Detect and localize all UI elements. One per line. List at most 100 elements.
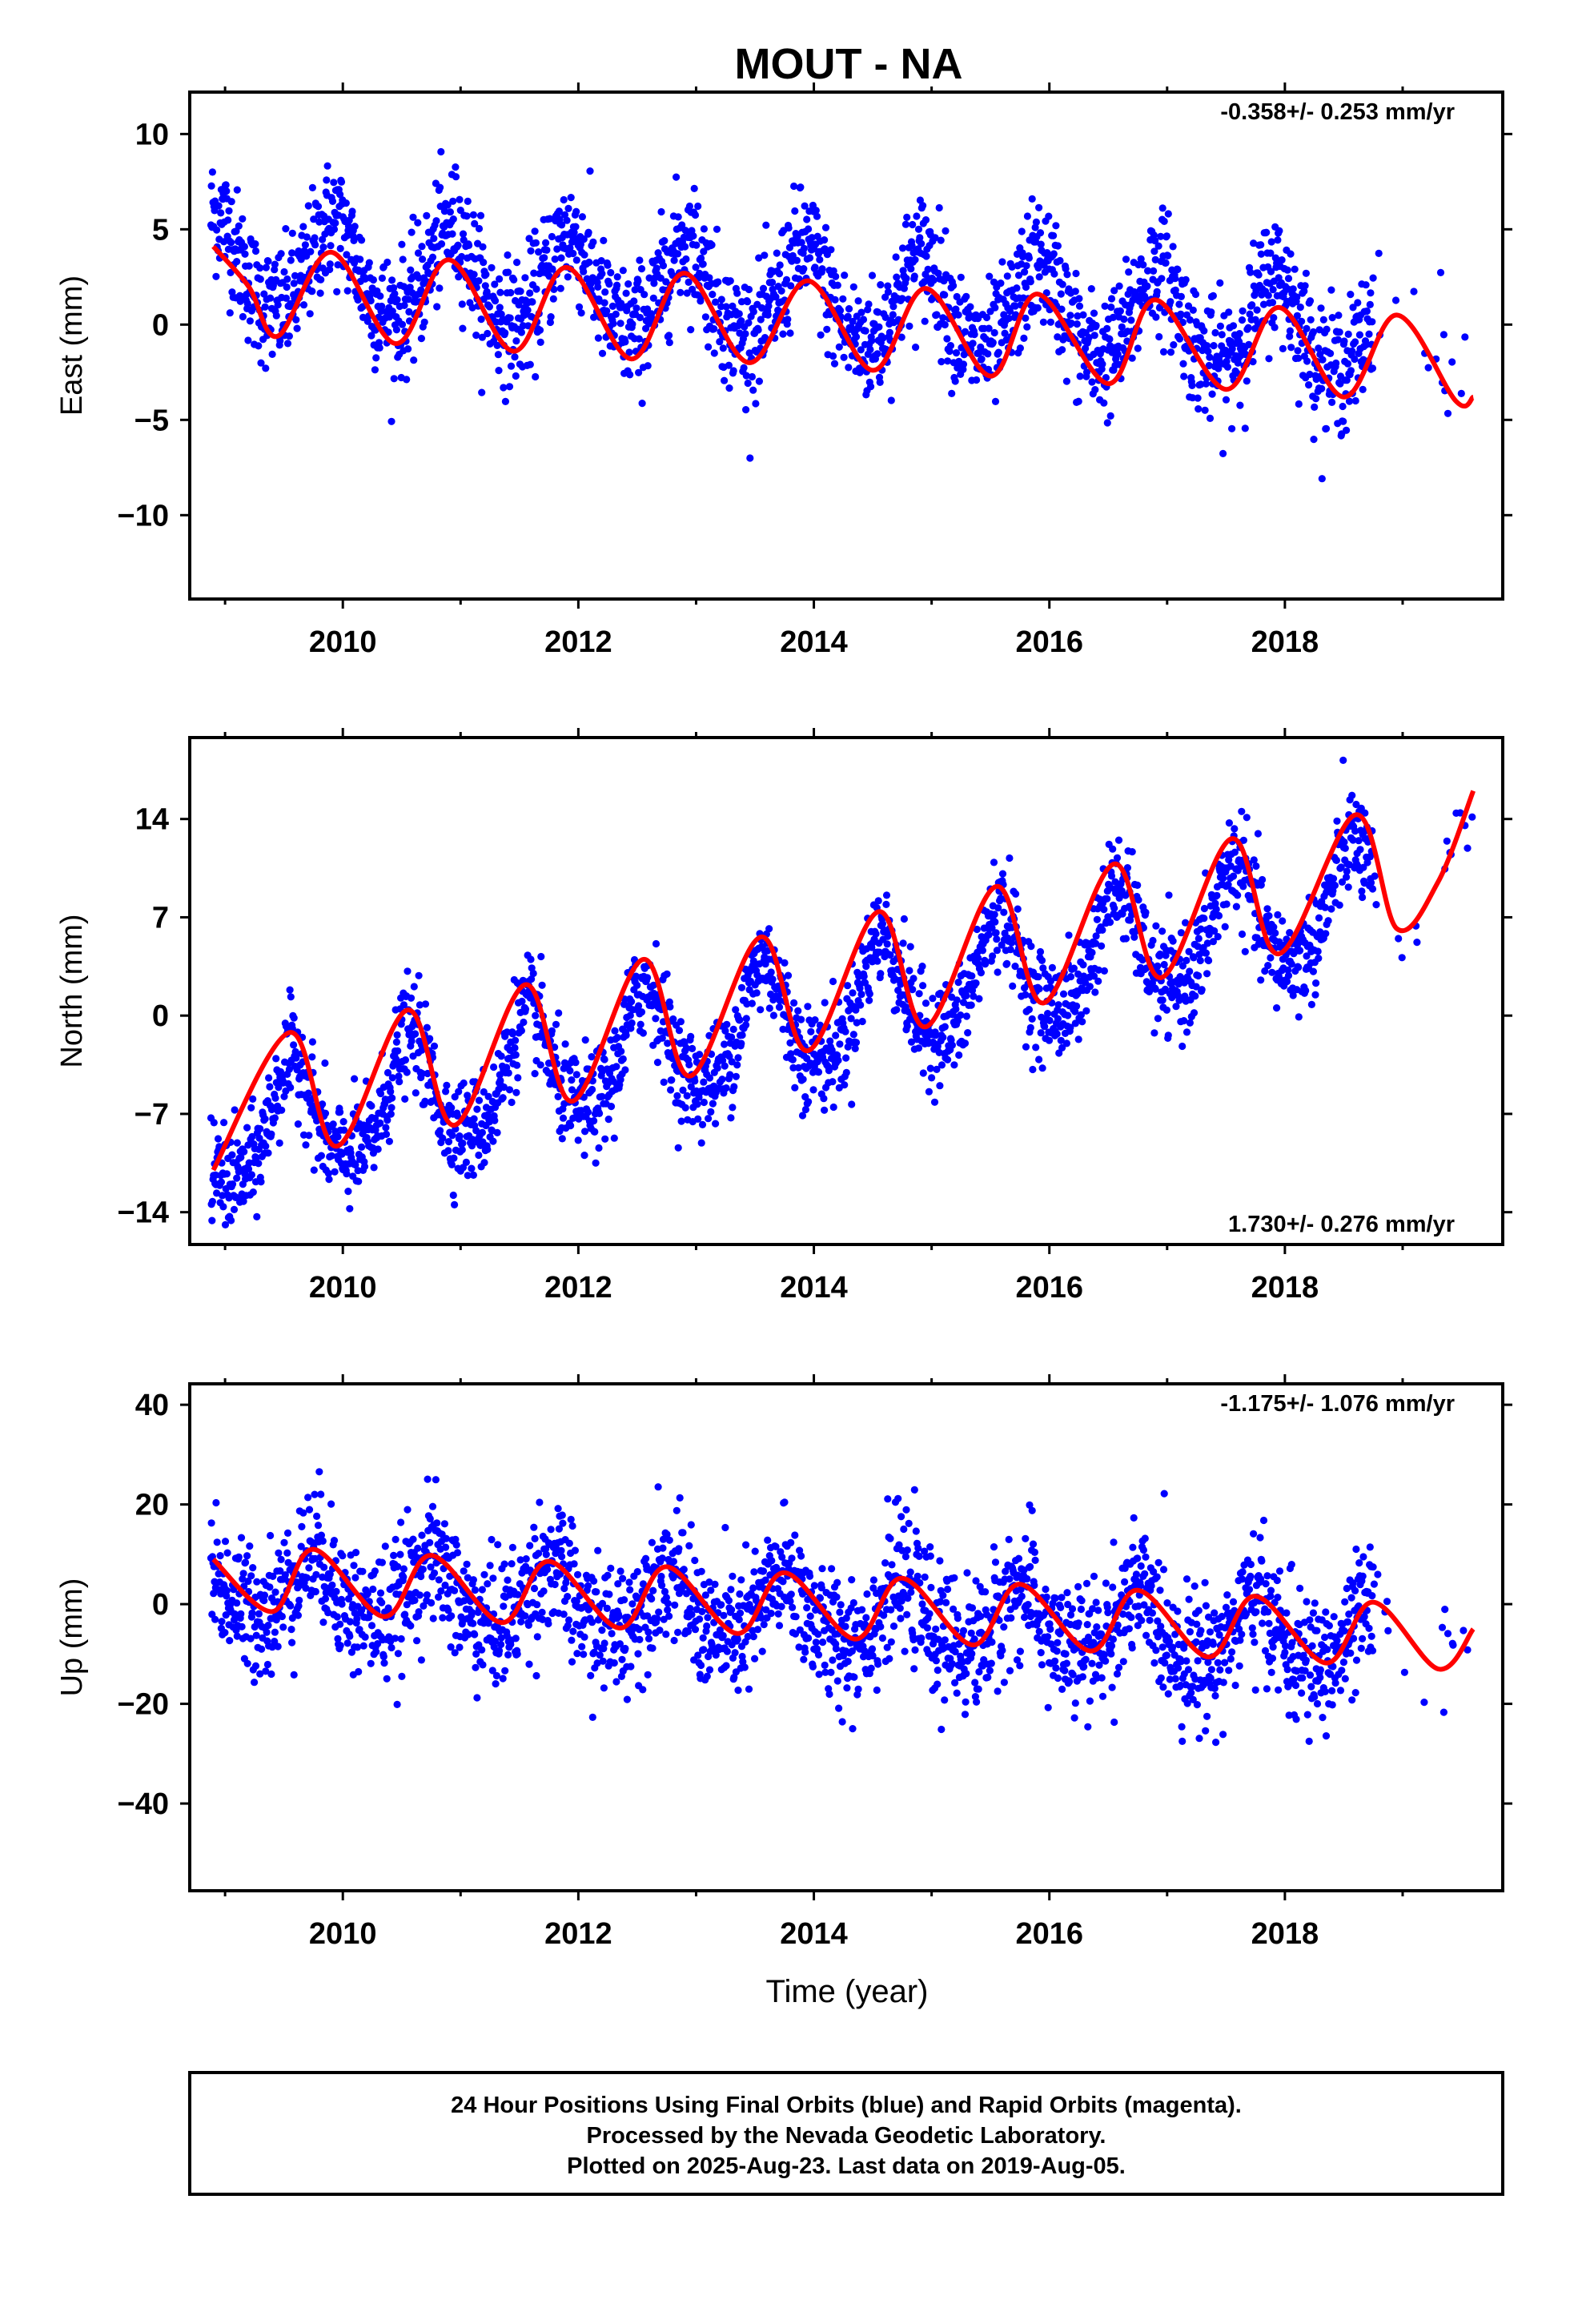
data-point <box>952 1005 960 1013</box>
data-point <box>536 326 544 334</box>
data-point <box>825 1067 833 1075</box>
data-point <box>1324 917 1332 925</box>
data-point <box>1115 282 1123 290</box>
data-point <box>588 1085 596 1094</box>
data-point <box>475 277 483 285</box>
data-point <box>994 348 1002 356</box>
data-point <box>595 1144 603 1152</box>
data-point <box>1264 292 1272 300</box>
data-point <box>994 968 1002 976</box>
data-point <box>333 287 341 296</box>
data-point <box>1074 312 1082 320</box>
data-point <box>693 241 701 249</box>
data-point <box>938 358 946 366</box>
data-point <box>261 303 269 311</box>
data-point <box>929 995 937 1003</box>
data-point <box>1343 426 1351 434</box>
data-point <box>1074 1035 1082 1043</box>
data-point <box>800 244 809 252</box>
data-point <box>240 243 248 251</box>
data-point <box>1021 268 1029 276</box>
data-point <box>757 316 765 324</box>
data-point <box>590 313 598 321</box>
data-point <box>605 280 613 288</box>
data-point <box>768 279 777 287</box>
data-point <box>244 336 252 344</box>
data-point <box>1057 290 1065 298</box>
data-point <box>1283 266 1291 274</box>
data-point <box>271 260 279 268</box>
data-point <box>975 995 983 1003</box>
data-point <box>1215 911 1223 920</box>
data-point <box>1092 932 1100 940</box>
data-point <box>271 1094 279 1102</box>
data-point <box>311 1587 319 1596</box>
data-point <box>936 1082 944 1090</box>
data-point <box>308 1053 316 1061</box>
data-point <box>391 290 399 298</box>
data-point <box>978 355 986 363</box>
data-point <box>955 1051 963 1059</box>
data-point <box>836 307 845 315</box>
data-point <box>954 311 962 319</box>
data-point <box>1228 424 1236 432</box>
data-point <box>883 940 891 948</box>
data-point <box>732 1072 741 1080</box>
data-point <box>1348 791 1356 799</box>
data-point <box>353 1614 361 1622</box>
data-point <box>252 1154 260 1162</box>
data-point <box>340 1126 348 1134</box>
data-point <box>233 186 241 194</box>
data-point <box>1038 1064 1046 1072</box>
data-point <box>233 1599 241 1607</box>
data-point <box>343 1170 351 1178</box>
data-point <box>572 223 580 231</box>
data-point <box>245 262 253 270</box>
data-point <box>1085 333 1093 342</box>
data-point <box>1177 929 1185 937</box>
data-point <box>1229 322 1238 330</box>
data-point <box>468 1142 476 1150</box>
data-point <box>1363 307 1371 316</box>
data-point <box>383 1675 391 1683</box>
data-point <box>444 1138 453 1146</box>
data-point <box>433 303 441 311</box>
data-point <box>785 224 793 232</box>
data-point <box>247 1634 255 1642</box>
data-point <box>468 304 476 312</box>
data-point <box>387 1088 395 1096</box>
data-point <box>463 212 471 220</box>
data-point <box>1172 1003 1180 1011</box>
data-point <box>336 1642 344 1650</box>
data-point <box>1391 296 1400 304</box>
data-point <box>1204 348 1212 356</box>
data-point <box>319 243 327 251</box>
data-point <box>712 1120 720 1128</box>
data-point <box>548 1027 556 1035</box>
data-point <box>215 202 223 210</box>
data-point <box>1071 287 1079 296</box>
data-point <box>1062 1039 1070 1047</box>
data-point <box>700 1078 708 1086</box>
data-point <box>482 271 490 279</box>
data-point <box>1161 985 1170 993</box>
data-point <box>267 294 275 302</box>
data-point <box>1023 323 1031 331</box>
data-point <box>1028 1015 1036 1023</box>
data-point <box>521 1005 530 1013</box>
data-point <box>404 967 412 975</box>
data-point <box>670 256 678 264</box>
data-point <box>1210 342 1218 350</box>
data-point <box>626 371 634 379</box>
data-point <box>683 1092 691 1100</box>
data-point <box>414 219 422 227</box>
data-point <box>1144 267 1152 275</box>
data-point <box>287 1602 295 1610</box>
data-point <box>1110 904 1118 912</box>
data-point <box>358 1143 366 1151</box>
data-point <box>412 1030 420 1038</box>
data-point <box>419 1070 427 1078</box>
data-point <box>725 384 733 392</box>
data-point <box>609 320 617 328</box>
data-point <box>681 1104 689 1112</box>
